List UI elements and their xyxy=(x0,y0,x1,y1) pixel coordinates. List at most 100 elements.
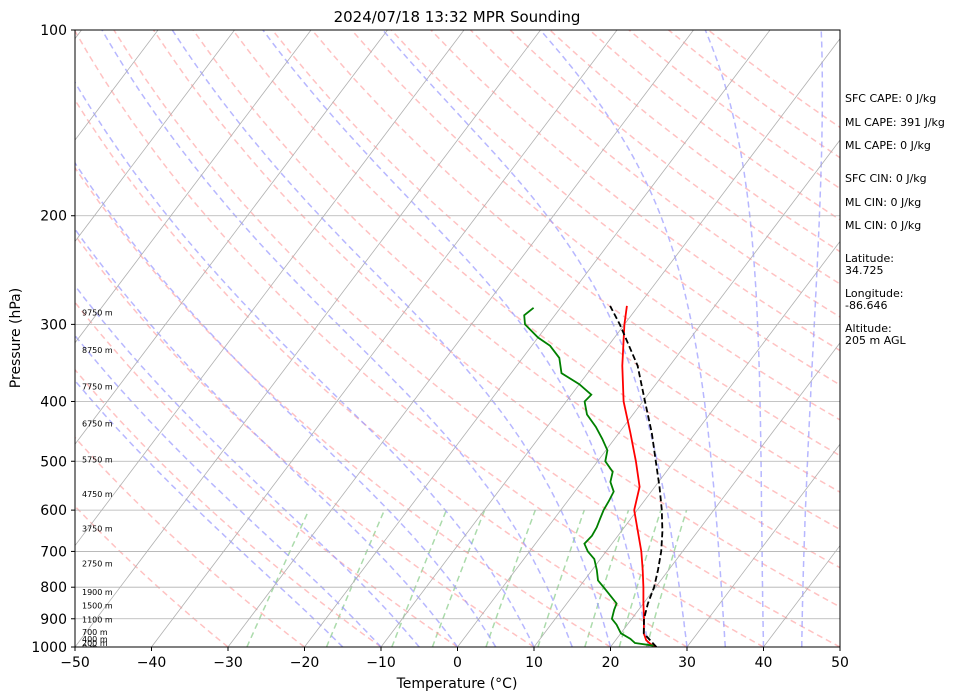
x-tick-label: −40 xyxy=(137,655,167,671)
side-info-text: ML CIN: 0 J/kg xyxy=(845,219,921,232)
isotherm-line xyxy=(75,30,388,445)
x-tick-label: 10 xyxy=(525,655,543,671)
height-label: 7750 m xyxy=(82,382,113,391)
x-axis-ticks: −50 −40 −30 −20 −10 0 10 20 30 40 50 xyxy=(60,647,849,671)
dry-adiabat-line xyxy=(469,30,840,318)
parcel-trace xyxy=(609,305,664,647)
isotherm-line xyxy=(75,30,159,141)
chart-title: 2024/07/18 13:32 MPR Sounding xyxy=(334,8,581,26)
side-info-text: Longitude: xyxy=(845,287,903,300)
dewpoint-trace xyxy=(523,307,654,647)
x-tick-label: 40 xyxy=(755,655,773,671)
dry-adiabat-line xyxy=(509,30,840,285)
y-axis-label: Pressure (hPa) xyxy=(8,288,24,388)
side-info-text: ML CAPE: 0 J/kg xyxy=(845,139,931,152)
x-tick-label: 30 xyxy=(678,655,696,671)
isotherm-line xyxy=(380,37,840,647)
moist-adiabat-line xyxy=(75,161,497,647)
isotherm-line xyxy=(75,30,465,547)
isotherm-line xyxy=(75,30,312,344)
side-info-text: SFC CIN: 0 J/kg xyxy=(845,172,927,185)
height-label: 2750 m xyxy=(82,559,113,568)
y-tick-label: 100 xyxy=(40,23,67,39)
moist-adiabat-line xyxy=(262,30,650,647)
x-tick-label: −50 xyxy=(60,655,90,671)
x-tick-label: −30 xyxy=(213,655,243,671)
x-tick-label: 20 xyxy=(602,655,620,671)
height-label: 0 m xyxy=(82,643,98,652)
isotherm-line xyxy=(304,30,771,647)
side-info-text: Latitude: xyxy=(845,252,894,265)
y-tick-label: 200 xyxy=(40,209,67,225)
side-info-text: ML CIN: 0 J/kg xyxy=(845,196,921,209)
moist-adiabat-line xyxy=(382,30,688,647)
isotherm-line xyxy=(0,30,5,647)
temperature-trace xyxy=(621,305,657,647)
side-info-text: Altitude: xyxy=(845,322,892,335)
height-label: 1900 m xyxy=(82,588,113,597)
x-tick-label: −20 xyxy=(290,655,320,671)
y-tick-label: 500 xyxy=(40,454,67,470)
dry-adiabat-line xyxy=(75,98,688,647)
moist-adiabat-line xyxy=(704,30,765,647)
dry-adiabat-line xyxy=(75,301,458,647)
height-label: 4750 m xyxy=(82,490,113,499)
moist-adiabat-line xyxy=(75,379,344,647)
height-label: 700 m xyxy=(82,628,108,637)
height-label: 9750 m xyxy=(82,309,113,318)
moist-adiabat-line xyxy=(75,284,420,647)
moist-adiabat-line xyxy=(801,30,824,647)
y-tick-label: 700 xyxy=(40,544,67,560)
isotherm-line xyxy=(227,30,694,647)
dry-adiabat-line xyxy=(271,30,840,493)
y-axis-ticks: 1000 900 800 700 600 500 400 300 200 100 xyxy=(31,23,75,656)
dry-adiabat-line xyxy=(75,233,535,647)
y-tick-label: 800 xyxy=(40,580,67,596)
sounding-traces xyxy=(523,305,664,647)
dry-adiabat-line xyxy=(232,30,840,531)
x-tick-label: 50 xyxy=(831,655,849,671)
dry-adiabats xyxy=(75,30,840,647)
side-info-text: 205 m AGL xyxy=(845,334,907,347)
y-tick-label: 600 xyxy=(40,503,67,519)
dry-adiabat-line xyxy=(351,30,840,421)
x-tick-label: 0 xyxy=(453,655,462,671)
dry-adiabat-line xyxy=(311,30,840,457)
isotherms xyxy=(0,30,840,647)
side-info-panel: SFC CAPE: 0 J/kg ML CAPE: 391 J/kg ML CAPE… xyxy=(845,92,945,347)
y-tick-label: 300 xyxy=(40,317,67,333)
y-tick-label: 1000 xyxy=(31,640,67,656)
dry-adiabat-line xyxy=(75,436,305,647)
isotherm-line xyxy=(75,30,541,647)
moist-adiabat-line xyxy=(75,227,459,647)
isotherm-line xyxy=(75,30,235,243)
height-label: 400 m xyxy=(82,635,108,644)
dry-adiabat-line xyxy=(75,30,764,647)
dry-adiabat-line xyxy=(75,368,382,647)
isotherm-line xyxy=(610,342,840,647)
y-tick-label: 900 xyxy=(40,612,67,628)
side-info-text: -86.646 xyxy=(845,299,887,312)
height-label: 8750 m xyxy=(82,346,113,355)
isotherm-line xyxy=(533,240,840,647)
x-axis-label: Temperature (°C) xyxy=(396,676,518,692)
moist-adiabat-line xyxy=(101,30,573,647)
isotherm-line xyxy=(686,443,840,647)
height-label: 1100 m xyxy=(82,616,113,625)
height-label: 1500 m xyxy=(82,601,113,610)
height-label: 200 m xyxy=(82,639,108,648)
dry-adiabat-line xyxy=(192,30,840,569)
side-info-text: ML CAPE: 391 J/kg xyxy=(845,116,945,129)
y-tick-label: 400 xyxy=(40,394,67,410)
dry-adiabat-line xyxy=(152,30,840,608)
moist-adiabat-line xyxy=(539,30,727,647)
pressure-gridlines xyxy=(75,30,840,647)
isotherm-line xyxy=(457,139,840,647)
height-label: 6750 m xyxy=(82,419,113,428)
side-info-text: 34.725 xyxy=(845,264,884,277)
isotherm-line xyxy=(151,30,618,647)
height-label: 5750 m xyxy=(82,456,113,465)
